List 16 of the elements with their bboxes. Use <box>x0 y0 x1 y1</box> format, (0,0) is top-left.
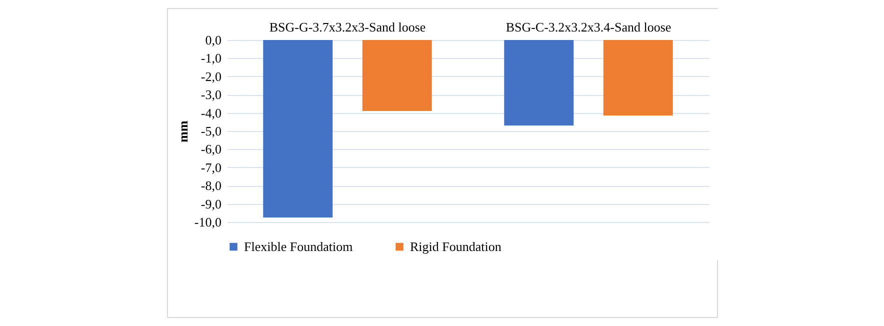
x-tick-label: BSG-G-3.7x3.2x3-Sand loose <box>269 20 426 34</box>
y-tick-label: -7,0 <box>200 160 222 175</box>
y-tick-label: 0,0 <box>205 32 222 48</box>
y-tick-label: -3,0 <box>200 87 222 102</box>
y-tick-label: -5,0 <box>200 124 222 138</box>
y-tick-label: -2,0 <box>200 68 222 84</box>
y-tick-label: -8,0 <box>200 178 222 194</box>
x-tick-label: BSG-C-3.2x3.2x3.4-Sand loose <box>506 20 672 34</box>
legend-label: Flexible Foundatiom <box>244 238 353 254</box>
y-tick-label: -1,0 <box>200 50 222 66</box>
y-tick-label: -9,0 <box>200 196 222 212</box>
y-tick-label: -6,0 <box>200 142 222 157</box>
y-tick-label: -10,0 <box>194 214 222 230</box>
legend-label: Rigid Foundation <box>410 238 502 254</box>
y-tick-label: -4,0 <box>200 105 222 120</box>
y-axis-title: mm <box>175 120 190 142</box>
